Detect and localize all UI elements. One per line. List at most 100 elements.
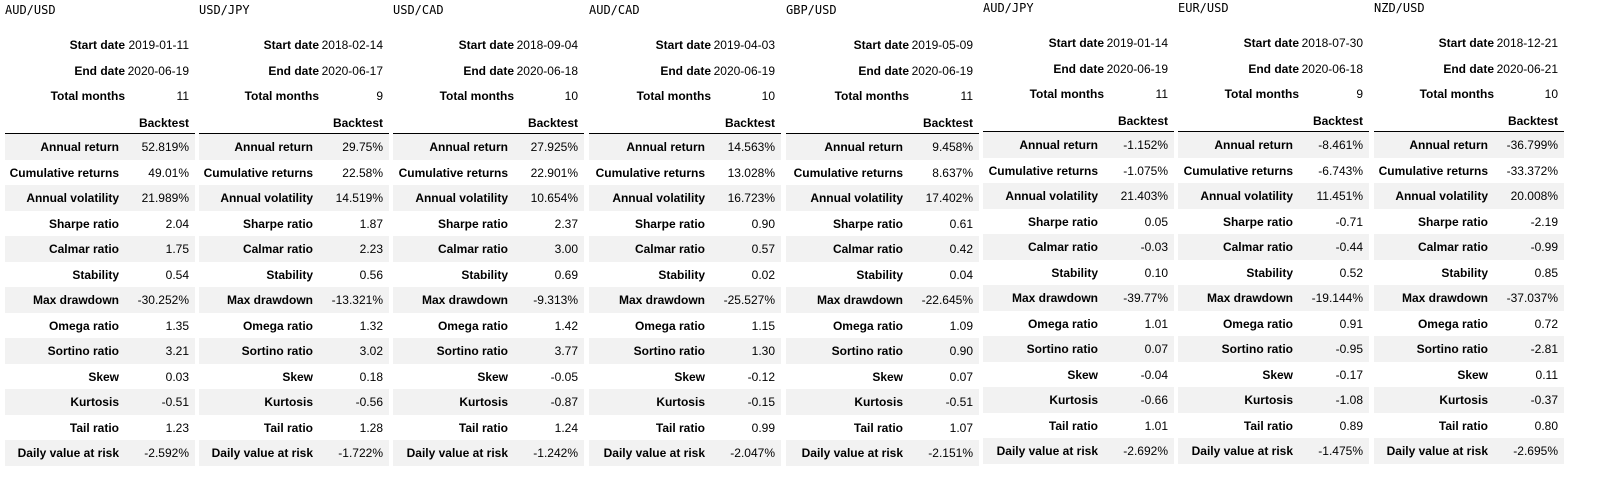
stats-panel-usd-cad: USD/CAD Start date 2018-09-04 End date 2020-… [393, 0, 584, 478]
metric-label: Annual volatility [415, 191, 508, 205]
metric-row: Max drawdown -9.313% [393, 287, 584, 313]
metric-value: -0.15 [747, 395, 775, 409]
metric-label: Cumulative returns [1183, 163, 1293, 178]
metric-value: -0.44 [1335, 240, 1363, 254]
metric-row: Omega ratio 1.09 [786, 313, 979, 339]
metric-row: Annual volatility 16.723% [589, 185, 781, 211]
metric-label: Tail ratio [1048, 418, 1098, 433]
start-date-row: Start date 2019-01-11 [5, 32, 195, 57]
metric-label: Calmar ratio [634, 242, 705, 256]
metric-label: Sharpe ratio [1417, 214, 1488, 229]
metric-label: Stability [856, 267, 903, 282]
metric-row: Annual volatility 17.402% [786, 185, 979, 211]
metric-value: 10.654% [530, 191, 578, 205]
metric-row: Skew -0.17 [1178, 362, 1369, 388]
metric-value: -1.152% [1123, 138, 1168, 152]
metric-value: -0.37 [1530, 393, 1558, 407]
metric-label: Sharpe ratio [242, 216, 313, 231]
backtest-header: Backtest [589, 110, 781, 134]
metric-label: Kurtosis [70, 395, 119, 409]
metric-row: Sortino ratio 0.90 [786, 338, 979, 364]
metric-label: Max drawdown [1011, 291, 1098, 305]
metric-label: Skew [872, 369, 903, 384]
metric-value: -0.87 [550, 395, 578, 409]
metric-value: -0.03 [1140, 240, 1168, 254]
metric-value: -0.51 [161, 395, 189, 409]
start-date-value: 2019-01-14 [1106, 36, 1168, 50]
metric-value: 1.07 [949, 420, 973, 435]
metric-label: Daily value at risk [996, 444, 1098, 458]
metric-row: Sharpe ratio -0.71 [1178, 209, 1369, 235]
metric-value: -1.08 [1335, 393, 1363, 407]
metric-label: Stability [1246, 265, 1293, 280]
metric-row: Kurtosis -0.37 [1374, 387, 1564, 413]
metric-row: Tail ratio 0.99 [589, 415, 781, 441]
metric-row: Stability 0.02 [589, 262, 781, 288]
pair-title: GBP/USD [786, 3, 837, 17]
total-months-row: Total months 10 [589, 83, 781, 108]
metric-row: Kurtosis -0.56 [199, 389, 389, 415]
metric-value: -0.51 [945, 395, 973, 409]
metric-label: Max drawdown [226, 293, 313, 307]
metric-row: Sharpe ratio 1.87 [199, 211, 389, 237]
total-months-label: Total months [834, 89, 909, 103]
metric-label: Calmar ratio [437, 242, 508, 256]
metric-value: 20.008% [1510, 189, 1558, 203]
end-date-label: End date [858, 63, 909, 78]
metric-value: 1.87 [359, 216, 383, 231]
metric-row: Max drawdown -30.252% [5, 287, 195, 313]
end-date-label: End date [268, 63, 319, 78]
metric-label: Skew [1262, 367, 1293, 382]
end-date-row: End date 2020-06-19 [5, 58, 195, 83]
metric-row: Kurtosis -1.08 [1178, 387, 1369, 413]
metric-label: Sharpe ratio [634, 216, 705, 231]
metric-value: 3.00 [554, 242, 578, 256]
metric-label: Calmar ratio [832, 242, 903, 256]
end-date-value: 2020-06-18 [516, 63, 578, 78]
end-date-row: End date 2020-06-19 [589, 58, 781, 83]
metric-row: Daily value at risk -1.722% [199, 440, 389, 466]
stats-panel-eur-usd: EUR/USD Start date 2018-07-30 End date 2020-… [1178, 0, 1369, 476]
metric-label: Stability [461, 267, 508, 282]
metric-value: 0.80 [1534, 418, 1558, 433]
total-months-row: Total months 11 [5, 83, 195, 108]
metric-label: Tail ratio [655, 420, 705, 435]
metric-value: -0.04 [1140, 367, 1168, 382]
metric-row: Skew -0.04 [983, 362, 1174, 388]
metric-value: -36.799% [1506, 138, 1558, 152]
metric-row: Stability 0.04 [786, 262, 979, 288]
metric-value: 1.75 [165, 242, 189, 256]
metric-value: -1.722% [338, 446, 383, 460]
total-months-value: 9 [1356, 87, 1363, 101]
metric-value: -9.313% [533, 293, 578, 307]
metric-label: Sortino ratio [831, 344, 903, 358]
metric-value: 0.03 [165, 369, 189, 384]
metric-label: Skew [282, 369, 313, 384]
metric-label: Sortino ratio [633, 344, 705, 358]
metric-row: Stability 0.10 [983, 260, 1174, 286]
metric-value: -30.252% [137, 293, 189, 307]
metric-value: 2.37 [554, 216, 578, 231]
end-date-label: End date [1443, 61, 1494, 76]
metric-label: Cumulative returns [1378, 163, 1488, 178]
metric-value: 1.01 [1144, 316, 1168, 331]
metric-label: Skew [477, 369, 508, 384]
metric-label: Daily value at risk [1191, 444, 1293, 458]
start-date-row: Start date 2019-05-09 [786, 32, 979, 57]
metric-value: 17.402% [925, 191, 973, 205]
start-date-value: 2019-04-03 [713, 38, 775, 52]
metric-value: 0.07 [1144, 342, 1168, 356]
metric-row: Cumulative returns 22.58% [199, 160, 389, 186]
metric-row: Kurtosis -0.15 [589, 389, 781, 415]
total-months-value: 11 [960, 89, 973, 103]
metric-value: -39.77% [1123, 291, 1168, 305]
total-months-row: Total months 9 [1178, 81, 1369, 106]
pair-title: AUD/JPY [983, 1, 1034, 15]
end-date-row: End date 2020-06-19 [786, 58, 979, 83]
metric-value: -6.743% [1318, 163, 1363, 178]
metric-row: Annual volatility 21.403% [983, 183, 1174, 209]
metric-row: Daily value at risk -2.695% [1374, 438, 1564, 464]
metric-label: Omega ratio [242, 318, 313, 333]
metric-row: Calmar ratio 0.57 [589, 236, 781, 262]
metric-row: Cumulative returns -6.743% [1178, 158, 1369, 184]
